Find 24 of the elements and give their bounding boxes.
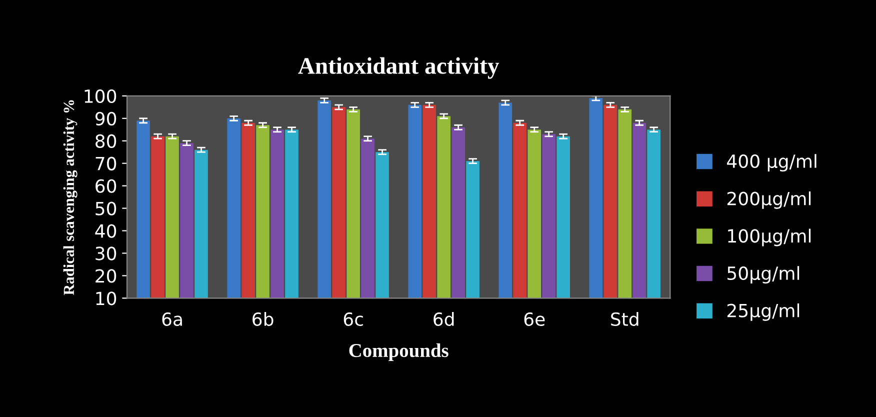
legend-label: 400 µg/ml <box>727 154 816 172</box>
x-tick-label: 6a <box>162 312 182 326</box>
y-tick-label: 80 <box>96 134 116 148</box>
chart-title: Antioxidant activity <box>298 57 500 79</box>
y-tick-label: 10 <box>96 292 116 306</box>
x-tick-label: 6e <box>524 312 545 326</box>
y-tick-label: 50 <box>96 202 116 216</box>
legend-label: 25µg/ml <box>727 303 800 321</box>
legend-label: 200µg/ml <box>727 191 811 209</box>
legend-label: 50µg/ml <box>728 266 800 284</box>
legend-label: 100µg/ml <box>728 228 811 246</box>
x-tick-label: Std <box>611 312 638 326</box>
y-axis-title: Radical scavenging activity % <box>63 100 78 296</box>
y-tick-label: 40 <box>95 224 116 238</box>
y-tick-label: 30 <box>96 246 116 260</box>
y-tick-label: 90 <box>95 112 116 126</box>
x-tick-label: 6b <box>252 312 274 326</box>
y-tick-label: 60 <box>96 179 116 193</box>
y-tick-label: 20 <box>96 269 116 283</box>
y-tick-label: 70 <box>96 156 116 170</box>
x-tick-label: 6c <box>344 312 363 326</box>
x-axis-title: Compounds <box>349 343 448 362</box>
y-tick-label: 100 <box>84 89 116 104</box>
x-tick-label: 6d <box>434 312 454 326</box>
